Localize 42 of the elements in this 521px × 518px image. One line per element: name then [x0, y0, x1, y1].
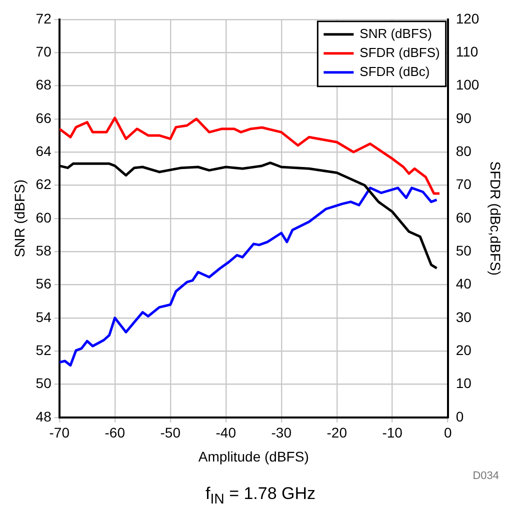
- x-tick-label: -30: [271, 424, 292, 441]
- y-tick-label: 66: [36, 110, 52, 126]
- x-tick-label: -70: [49, 424, 70, 441]
- text: D034: [472, 470, 499, 482]
- x-tick-label: -40: [216, 424, 236, 441]
- y-tick-label: 68: [36, 76, 52, 93]
- y-tick-label: 56: [36, 276, 52, 292]
- y-axis-title: SNR (dBFS): [11, 180, 28, 258]
- y2-tick-label: 50: [456, 242, 472, 258]
- y2-tick-label: 90: [456, 110, 472, 126]
- x-tick-label: -20: [326, 424, 348, 441]
- y2-tick-label: 40: [456, 276, 472, 292]
- x-tick-label: -10: [382, 424, 403, 441]
- y-tick-label: 62: [36, 176, 52, 192]
- y-tick-label: 60: [36, 209, 52, 226]
- y-tick-label: 52: [36, 342, 52, 358]
- y-tick-label: 70: [36, 43, 52, 60]
- y-tick-label: 58: [36, 242, 52, 258]
- y-tick-label: 50: [36, 375, 52, 392]
- y2-tick-label: 110: [456, 43, 478, 60]
- legend-label: SFDR (dBc): [360, 64, 430, 79]
- y2-tick-label: 100: [456, 76, 480, 93]
- text: f$_{IN}$ = 1.78 GHz: [204, 484, 317, 508]
- y-tick-label: 54: [36, 308, 52, 325]
- y2-axis-title: SFDR (dBc,dBFS): [488, 161, 504, 276]
- x-axis-title: Amplitude (dBFS): [198, 448, 309, 464]
- y2-tick-label: 70: [456, 176, 472, 192]
- y-tick-label: 72: [36, 10, 52, 26]
- x-tick-label: -60: [104, 424, 126, 441]
- legend-label: SNR (dBFS): [360, 26, 432, 41]
- x-tick-label: 0: [444, 424, 452, 441]
- y2-tick-label: 30: [456, 308, 472, 325]
- y-tick-label: 48: [36, 408, 52, 424]
- y2-tick-label: 10: [456, 375, 472, 392]
- y2-tick-label: 80: [456, 142, 472, 159]
- y2-tick-label: 0: [456, 408, 464, 424]
- y2-tick-label: 120: [456, 10, 480, 26]
- y-tick-label: 64: [36, 142, 52, 159]
- legend-label: SFDR (dBFS): [360, 44, 440, 60]
- x-tick-label: -50: [160, 424, 181, 441]
- y2-tick-label: 20: [456, 342, 472, 358]
- y2-tick-label: 60: [456, 209, 472, 226]
